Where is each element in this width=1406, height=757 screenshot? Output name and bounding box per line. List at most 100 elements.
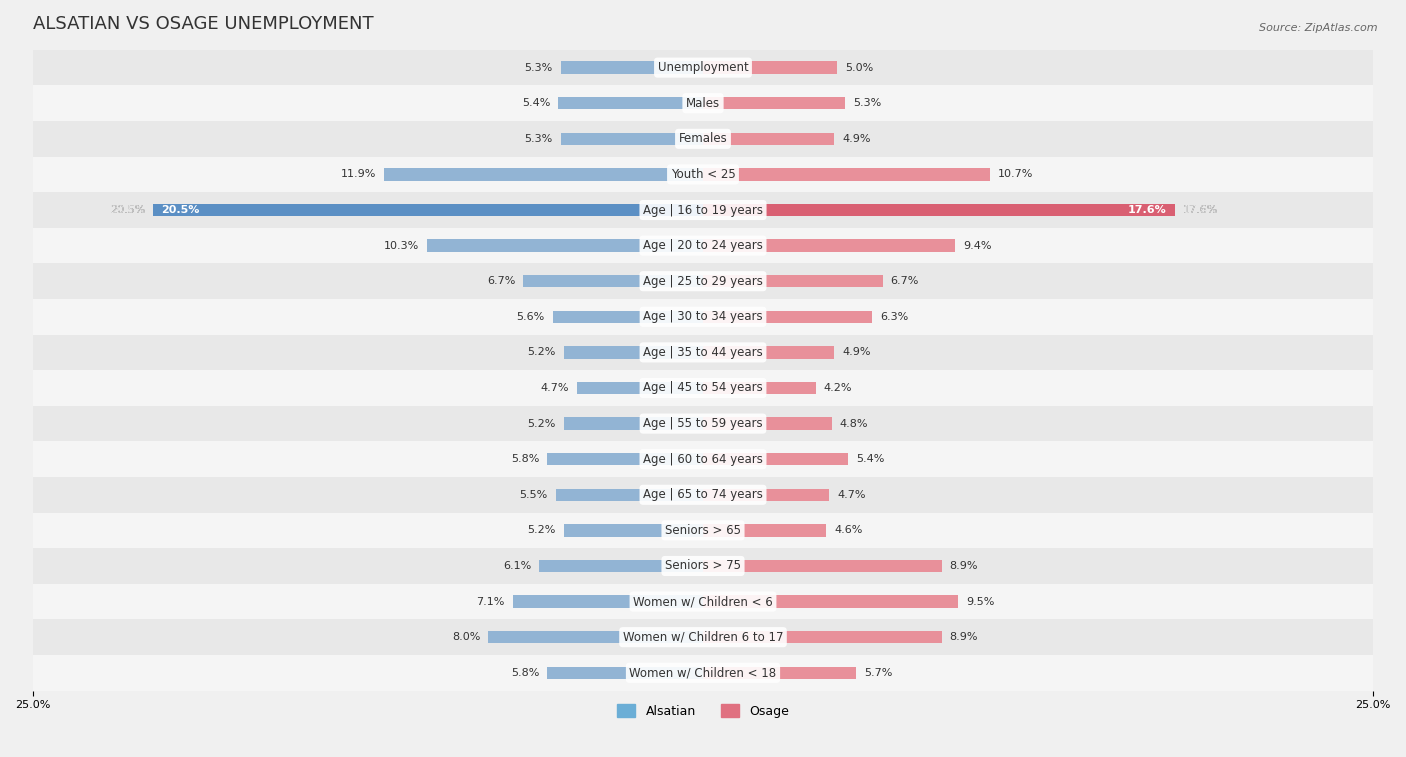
Text: 4.9%: 4.9% bbox=[842, 347, 870, 357]
Bar bbox=[32, 584, 1374, 619]
Text: 5.0%: 5.0% bbox=[845, 63, 873, 73]
Bar bbox=[703, 524, 827, 537]
Bar bbox=[703, 168, 990, 181]
Text: 5.5%: 5.5% bbox=[519, 490, 547, 500]
Text: Women w/ Children < 6: Women w/ Children < 6 bbox=[633, 595, 773, 608]
Text: 4.6%: 4.6% bbox=[834, 525, 863, 535]
Text: 7.1%: 7.1% bbox=[477, 597, 505, 606]
Bar bbox=[513, 595, 703, 608]
Bar bbox=[561, 132, 703, 145]
Text: 4.9%: 4.9% bbox=[842, 134, 870, 144]
Bar bbox=[703, 204, 1175, 217]
Text: 6.7%: 6.7% bbox=[890, 276, 920, 286]
Bar bbox=[153, 204, 703, 217]
Bar bbox=[553, 310, 703, 323]
Bar bbox=[32, 86, 1374, 121]
Text: 6.3%: 6.3% bbox=[880, 312, 908, 322]
Bar bbox=[32, 263, 1374, 299]
Bar bbox=[703, 595, 957, 608]
Bar bbox=[703, 453, 848, 466]
Text: 8.9%: 8.9% bbox=[949, 561, 979, 571]
Text: 9.5%: 9.5% bbox=[966, 597, 994, 606]
Bar bbox=[32, 121, 1374, 157]
Text: 10.3%: 10.3% bbox=[384, 241, 419, 251]
Text: Women w/ Children < 18: Women w/ Children < 18 bbox=[630, 666, 776, 679]
Text: 8.9%: 8.9% bbox=[949, 632, 979, 642]
Bar bbox=[32, 548, 1374, 584]
Bar bbox=[703, 275, 883, 288]
Legend: Alsatian, Osage: Alsatian, Osage bbox=[612, 699, 794, 723]
Bar bbox=[703, 310, 872, 323]
Text: 20.5%: 20.5% bbox=[110, 205, 145, 215]
Text: 5.4%: 5.4% bbox=[522, 98, 550, 108]
Text: Seniors > 65: Seniors > 65 bbox=[665, 524, 741, 537]
Text: 17.6%: 17.6% bbox=[1128, 205, 1167, 215]
Text: Age | 25 to 29 years: Age | 25 to 29 years bbox=[643, 275, 763, 288]
Bar bbox=[32, 299, 1374, 335]
Text: Age | 16 to 19 years: Age | 16 to 19 years bbox=[643, 204, 763, 217]
Text: Age | 65 to 74 years: Age | 65 to 74 years bbox=[643, 488, 763, 501]
Bar bbox=[547, 453, 703, 466]
Bar bbox=[32, 192, 1374, 228]
Bar bbox=[564, 524, 703, 537]
Text: 4.8%: 4.8% bbox=[839, 419, 869, 428]
Text: 5.2%: 5.2% bbox=[527, 525, 555, 535]
Bar bbox=[703, 132, 834, 145]
Text: 5.3%: 5.3% bbox=[853, 98, 882, 108]
Bar bbox=[32, 441, 1374, 477]
Bar bbox=[32, 157, 1374, 192]
Bar bbox=[564, 346, 703, 359]
Text: 5.8%: 5.8% bbox=[510, 454, 540, 464]
Bar bbox=[555, 488, 703, 501]
Bar bbox=[32, 655, 1374, 690]
Bar bbox=[703, 559, 942, 572]
Text: 17.6%: 17.6% bbox=[1182, 205, 1219, 215]
Text: Source: ZipAtlas.com: Source: ZipAtlas.com bbox=[1260, 23, 1378, 33]
Bar bbox=[32, 335, 1374, 370]
Bar bbox=[427, 239, 703, 252]
Bar bbox=[523, 275, 703, 288]
Text: Males: Males bbox=[686, 97, 720, 110]
Text: Seniors > 75: Seniors > 75 bbox=[665, 559, 741, 572]
Bar bbox=[703, 346, 834, 359]
Bar bbox=[703, 61, 837, 74]
Text: ALSATIAN VS OSAGE UNEMPLOYMENT: ALSATIAN VS OSAGE UNEMPLOYMENT bbox=[32, 15, 374, 33]
Text: 5.7%: 5.7% bbox=[863, 668, 893, 678]
Text: 4.2%: 4.2% bbox=[824, 383, 852, 393]
Text: 5.3%: 5.3% bbox=[524, 63, 553, 73]
Bar bbox=[703, 239, 955, 252]
Text: Youth < 25: Youth < 25 bbox=[671, 168, 735, 181]
Bar bbox=[703, 631, 942, 643]
Text: 10.7%: 10.7% bbox=[998, 170, 1033, 179]
Bar bbox=[384, 168, 703, 181]
Text: Women w/ Children 6 to 17: Women w/ Children 6 to 17 bbox=[623, 631, 783, 643]
Text: 20.5%: 20.5% bbox=[110, 205, 145, 215]
Bar bbox=[564, 417, 703, 430]
Text: Age | 35 to 44 years: Age | 35 to 44 years bbox=[643, 346, 763, 359]
Text: 9.4%: 9.4% bbox=[963, 241, 991, 251]
Text: Unemployment: Unemployment bbox=[658, 61, 748, 74]
Text: 5.3%: 5.3% bbox=[524, 134, 553, 144]
Text: 5.4%: 5.4% bbox=[856, 454, 884, 464]
Bar bbox=[32, 50, 1374, 86]
Text: Age | 45 to 54 years: Age | 45 to 54 years bbox=[643, 382, 763, 394]
Text: 5.2%: 5.2% bbox=[527, 347, 555, 357]
Text: 4.7%: 4.7% bbox=[540, 383, 569, 393]
Text: 5.8%: 5.8% bbox=[510, 668, 540, 678]
Text: Age | 60 to 64 years: Age | 60 to 64 years bbox=[643, 453, 763, 466]
Bar bbox=[488, 631, 703, 643]
Bar bbox=[547, 667, 703, 679]
Text: Age | 20 to 24 years: Age | 20 to 24 years bbox=[643, 239, 763, 252]
Text: Age | 55 to 59 years: Age | 55 to 59 years bbox=[643, 417, 763, 430]
Text: 6.1%: 6.1% bbox=[503, 561, 531, 571]
Text: 8.0%: 8.0% bbox=[453, 632, 481, 642]
Text: 6.7%: 6.7% bbox=[486, 276, 516, 286]
Bar bbox=[558, 97, 703, 110]
Bar bbox=[703, 488, 830, 501]
Text: 17.6%: 17.6% bbox=[1182, 205, 1219, 215]
Text: Age | 30 to 34 years: Age | 30 to 34 years bbox=[643, 310, 763, 323]
Bar bbox=[540, 559, 703, 572]
Text: 11.9%: 11.9% bbox=[340, 170, 375, 179]
Bar bbox=[32, 619, 1374, 655]
Bar bbox=[576, 382, 703, 394]
